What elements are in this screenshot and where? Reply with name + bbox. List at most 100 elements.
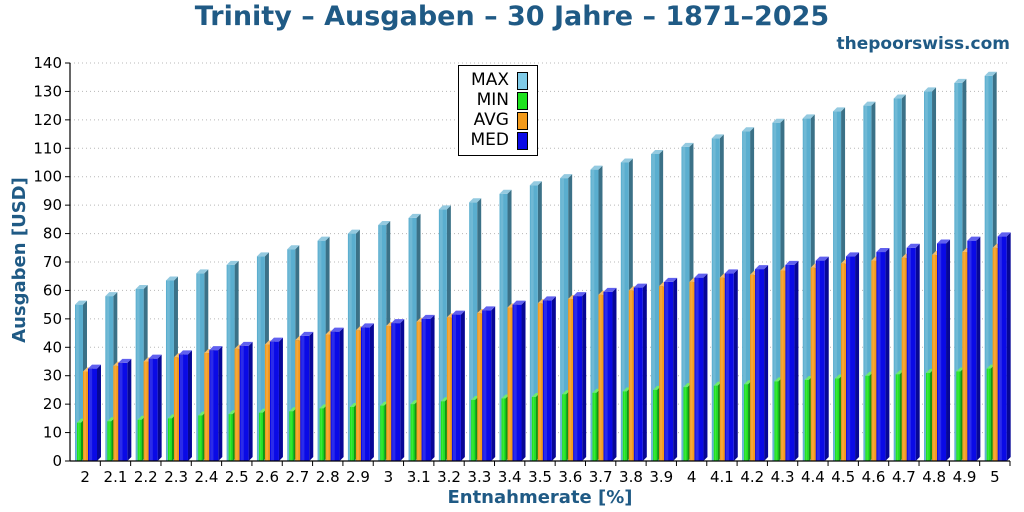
legend-swatch-max [517,72,528,90]
bar-avg-highlight [387,325,390,461]
bar-med-side [97,364,101,461]
bar-med-front [178,354,188,461]
bar-med-top [178,350,192,355]
bar-med-top [633,283,647,288]
bar-med-highlight [89,368,93,461]
bar-max-highlight [864,105,868,462]
x-tick-label: 2.8 [316,468,340,486]
bar-med-top [209,346,223,351]
bar-max-top [196,269,209,274]
legend-swatch-med [517,132,528,150]
y-tick-label: 120 [33,111,62,129]
bar-max-top [287,245,300,250]
bar-med-top [664,277,678,282]
bar-max-highlight [925,91,928,461]
bar-avg-highlight [660,286,663,461]
bar-med-side [278,337,283,461]
bar-min-highlight [168,418,171,461]
bar-med-top [360,323,374,328]
bar-min-highlight [957,371,959,461]
y-tick-label: 80 [43,225,62,243]
bar-med [785,260,799,461]
bar-med-side [369,323,374,461]
bar-med-front [421,318,431,461]
bar-med-highlight [240,345,244,461]
bar-med-top [785,260,799,265]
bar-med-highlight [301,335,305,461]
bar-med-top [330,327,344,332]
source-label: thepoorswiss.com [836,34,1011,54]
bar-med-highlight [149,358,153,461]
x-tick-label: 3.8 [619,468,643,486]
bar-med [178,350,192,461]
x-tick-label: 2.7 [285,468,309,486]
bar-avg-highlight [963,252,966,461]
x-tick-label: 3.6 [558,468,582,486]
bar-max-top [742,127,755,132]
bar-med-highlight [847,256,851,461]
x-tick-label: 4.9 [953,468,977,486]
bar-med [967,236,981,461]
x-tick-label: 2.3 [164,468,188,486]
legend: MAX MIN AVG MED [458,65,538,156]
bar-max-front [347,233,356,461]
bar-med-top [239,341,253,346]
bar-med [118,358,132,461]
bar-med-top [482,306,496,311]
bar-med-top [694,273,708,278]
legend-item-med: MED [459,130,537,150]
bar-med-top [724,269,738,274]
bar-avg-highlight [599,294,602,461]
bar-max-top [620,158,633,163]
bar-med-side [521,300,526,461]
x-tick-label: 2.9 [346,468,370,486]
bar-max-highlight [439,209,443,461]
bar-med [269,337,283,461]
bar-avg-highlight [447,317,450,461]
bar-med-side [491,306,496,461]
bar-min-highlight [805,379,808,461]
bar-max-front [256,256,265,461]
bar-med-front [269,341,279,461]
bar-med-side [339,327,344,461]
bar-series [75,71,1011,462]
bar-max-highlight [227,264,231,461]
bar-avg-highlight [265,344,269,461]
y-tick-label: 0 [52,452,62,470]
bar-med-top [815,256,829,261]
bar-max-front [529,185,538,461]
bar-max-front [681,146,690,461]
bar-max-highlight [591,169,595,461]
bar-avg-highlight [902,257,905,461]
bar-med-highlight [210,350,214,461]
bar-med-front [785,264,795,461]
x-tick-label: 3.5 [528,468,552,486]
bar-max-front [590,169,599,461]
bar-med-top [603,287,617,292]
y-tick-label: 20 [43,395,62,413]
bar-min-highlight [290,411,292,461]
bar-med-highlight [361,327,366,461]
bar-med-highlight [392,323,396,461]
bar-max-top [105,292,118,297]
bar-med [755,265,769,461]
bar-max-highlight [712,138,716,462]
bar-max-top [984,71,997,76]
bar-med [88,364,101,461]
bar-max-highlight [470,202,473,462]
bar-avg-highlight [235,348,238,461]
bar-max-highlight [409,217,413,461]
bar-med [937,239,951,461]
bar-min-highlight [896,374,899,461]
bar-max-front [711,138,720,462]
bar-med [330,327,344,461]
bar-max-top [651,149,664,154]
y-tick-label: 40 [43,338,62,356]
bar-max-top [317,236,330,241]
bar-med-front [815,260,825,461]
y-tick-label: 140 [33,54,62,72]
bar-med-side [127,358,132,461]
bar-med-front [360,327,370,461]
x-tick-label: 2.2 [134,468,158,486]
